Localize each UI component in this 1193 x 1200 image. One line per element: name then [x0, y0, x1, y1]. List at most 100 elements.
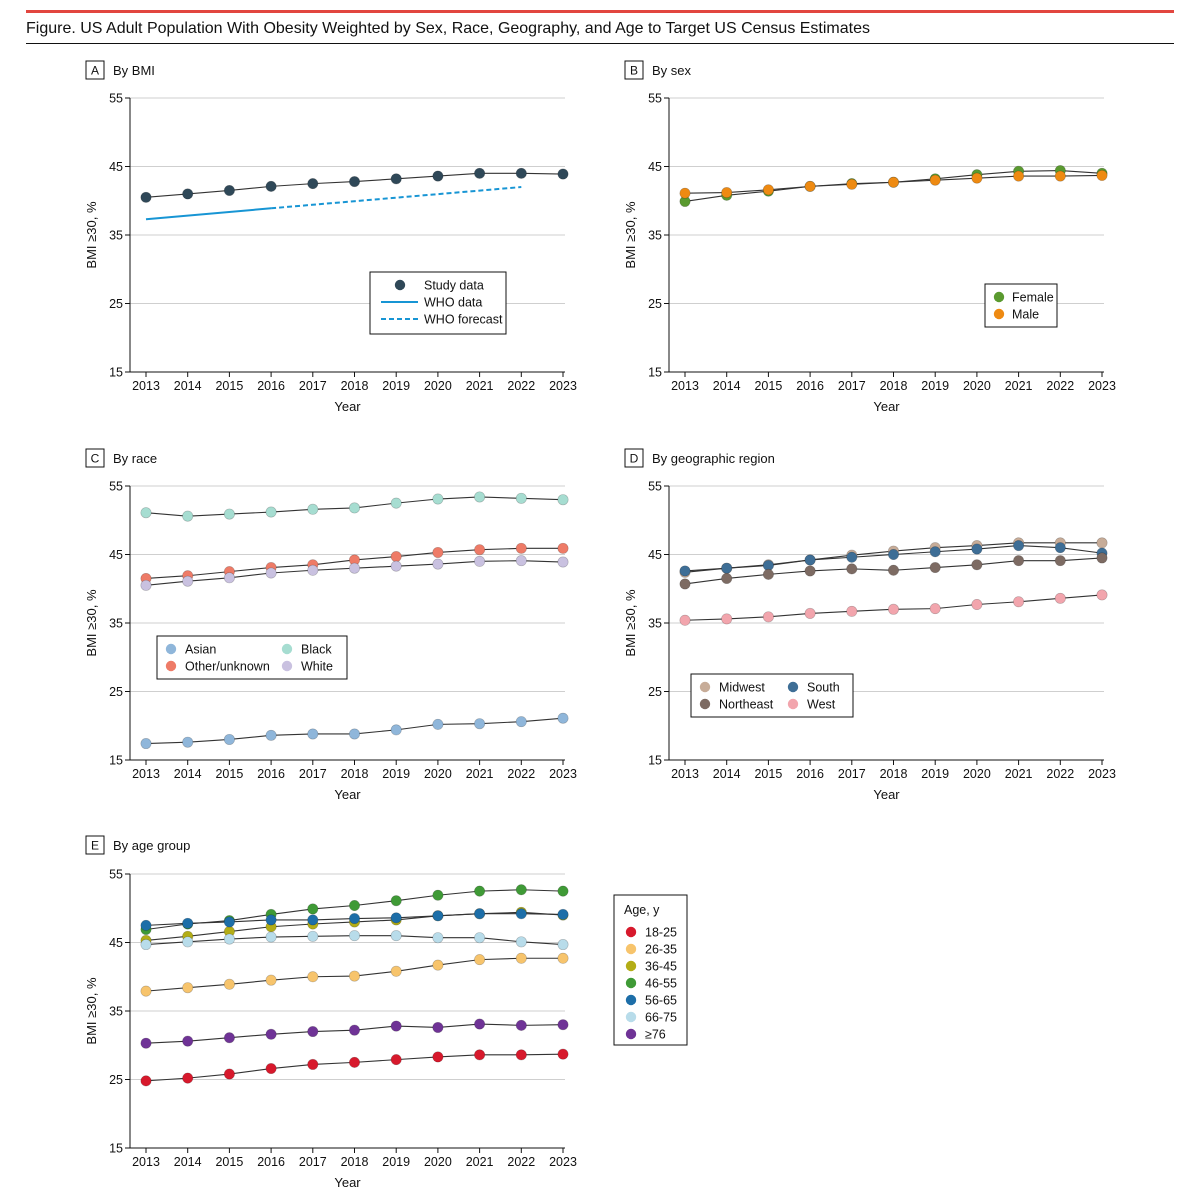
data-point [182, 575, 194, 587]
legend-label: Study data [424, 279, 484, 293]
x-tick-label: 2013 [132, 379, 160, 393]
panel-letter-box [85, 448, 105, 468]
data-point [390, 497, 402, 509]
data-point [182, 1072, 194, 1084]
data-point [390, 965, 402, 977]
data-point [557, 168, 569, 180]
x-tick-label: 2017 [838, 379, 866, 393]
legend-label: ≥76 [645, 1028, 666, 1042]
x-tick-label: 2023 [1088, 767, 1116, 781]
data-point [515, 555, 527, 567]
x-tick-label: 2016 [796, 767, 824, 781]
data-point [432, 889, 444, 901]
legend-label: 36-45 [645, 960, 677, 974]
data-point [929, 174, 941, 186]
x-tick-label: 2013 [132, 767, 160, 781]
x-tick-label: 2021 [1005, 379, 1033, 393]
data-point [265, 1063, 277, 1075]
panel-letter: E [91, 839, 99, 853]
legend-label: Northeast [719, 698, 774, 712]
y-tick-label: 45 [648, 548, 662, 562]
legend-label: Male [1012, 308, 1039, 322]
data-point [223, 508, 235, 520]
y-tick-label: 45 [648, 160, 662, 174]
legend-label: Female [1012, 291, 1054, 305]
legend-marker [281, 660, 293, 672]
data-point [348, 176, 360, 188]
x-tick-label: 2014 [174, 379, 202, 393]
series-line [271, 186, 522, 210]
data-point [971, 559, 983, 571]
data-point [265, 1028, 277, 1040]
legend: Study data WHO data WHO forecast [369, 271, 507, 335]
data-point [515, 492, 527, 504]
legend-label: WHO forecast [424, 313, 503, 327]
legend-label: West [807, 698, 836, 712]
data-point [721, 562, 733, 574]
x-tick-label: 2016 [257, 1155, 285, 1169]
x-tick-label: 2022 [507, 1155, 535, 1169]
series-male [679, 169, 1108, 199]
series-who-forecast [271, 186, 522, 210]
data-point [1096, 537, 1108, 549]
x-tick-label: 2021 [466, 379, 494, 393]
legend-marker [699, 698, 711, 710]
data-point [515, 1019, 527, 1031]
x-tick-label: 2015 [754, 767, 782, 781]
series-66-75 [140, 930, 569, 951]
x-tick-label: 2023 [549, 767, 577, 781]
data-point [182, 736, 194, 748]
data-point [432, 1051, 444, 1063]
x-tick-label: 2020 [424, 767, 452, 781]
legend-marker [165, 643, 177, 655]
x-tick-label: 2018 [341, 1155, 369, 1169]
data-point [432, 932, 444, 944]
panel-title: By geographic region [652, 451, 775, 466]
data-point [557, 1019, 569, 1031]
data-point [223, 572, 235, 584]
y-tick-label: 25 [109, 297, 123, 311]
legend-marker [699, 681, 711, 693]
data-point [390, 560, 402, 572]
data-point [307, 930, 319, 942]
x-tick-label: 2023 [1088, 379, 1116, 393]
y-axis-title: BMI ≥30, % [84, 977, 99, 1045]
data-point [348, 970, 360, 982]
data-point [140, 939, 152, 951]
figure-title-rule [26, 43, 1174, 44]
data-point [846, 178, 858, 190]
legend: Midwest South Northeast West [690, 673, 854, 718]
data-point [182, 188, 194, 200]
legend: Female Male [984, 283, 1058, 328]
data-point [557, 939, 569, 951]
series-white [140, 555, 569, 591]
x-tick-label: 2015 [215, 379, 243, 393]
data-point [265, 729, 277, 741]
figure-top-rule [26, 10, 1174, 13]
data-point [265, 914, 277, 926]
panel-letter-box [85, 60, 105, 80]
data-point [971, 172, 983, 184]
data-point [474, 932, 486, 944]
data-point [223, 1068, 235, 1080]
data-point [679, 565, 691, 577]
panel-letter: D [630, 452, 639, 466]
data-point [140, 738, 152, 750]
y-tick-label: 35 [648, 229, 662, 243]
y-tick-label: 25 [648, 297, 662, 311]
x-tick-label: 2014 [174, 767, 202, 781]
data-point [390, 895, 402, 907]
data-point [474, 908, 486, 920]
data-point [223, 1032, 235, 1044]
data-point [762, 184, 774, 196]
data-point [804, 554, 816, 566]
legend-box [690, 673, 854, 718]
data-point [432, 910, 444, 922]
data-point [929, 603, 941, 615]
y-tick-label: 35 [109, 229, 123, 243]
x-tick-label: 2019 [921, 379, 949, 393]
x-axis-title: Year [873, 787, 900, 802]
data-point [223, 933, 235, 945]
x-tick-label: 2018 [880, 767, 908, 781]
series-northeast [679, 552, 1108, 590]
